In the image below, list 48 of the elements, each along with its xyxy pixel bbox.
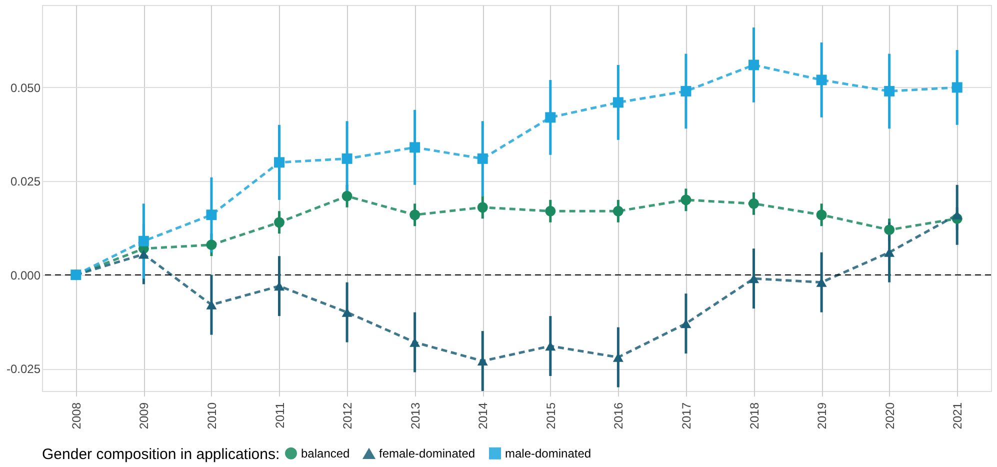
point: [342, 153, 352, 164]
legend-label: male-dominated: [505, 446, 592, 460]
point: [952, 82, 962, 93]
y-tick-label: 0.025: [10, 174, 41, 189]
point: [138, 236, 149, 246]
x-tick-label: 2020: [882, 402, 897, 430]
point: [612, 97, 624, 108]
point: [884, 86, 895, 96]
legend-label: balanced: [301, 446, 350, 460]
point: [680, 86, 692, 96]
y-tick-label: -0.025: [6, 362, 41, 376]
point: [410, 142, 420, 153]
point: [748, 60, 759, 70]
point: [680, 319, 692, 328]
x-tick-label: 2009: [137, 402, 152, 430]
point: [816, 74, 827, 86]
point: [748, 198, 759, 209]
x-tick-label: 2021: [950, 402, 965, 430]
point: [138, 250, 149, 259]
point: [274, 157, 284, 168]
point: [816, 210, 827, 220]
x-tick-label: 2017: [679, 402, 694, 430]
y-tick-label: 0.050: [10, 80, 41, 95]
point: [680, 194, 692, 206]
legend-title: Gender composition in applications:: [42, 446, 280, 463]
point: [206, 210, 217, 220]
x-tick-label: 2013: [408, 402, 422, 430]
point: [410, 210, 420, 220]
point: [884, 224, 895, 236]
x-tick-label: 2016: [612, 402, 626, 430]
x-tick-label: 2010: [204, 402, 219, 430]
legend-label: female-dominated: [379, 446, 476, 461]
point: [477, 153, 488, 164]
x-tick-label: 2018: [747, 402, 762, 430]
point: [206, 240, 217, 250]
point: [342, 190, 352, 202]
point: [274, 217, 284, 228]
point: [545, 206, 556, 216]
point: [477, 202, 488, 213]
x-tick-label: 2019: [815, 402, 830, 430]
point: [545, 112, 556, 123]
y-tick-label: 0.000: [10, 268, 41, 282]
x-tick-label: 2014: [476, 402, 490, 430]
x-tick-label: 2008: [69, 402, 84, 430]
x-tick-label: 2012: [340, 402, 355, 430]
x-tick-label: 2015: [544, 402, 558, 430]
point: [612, 206, 624, 216]
x-tick-label: 2011: [272, 402, 287, 428]
